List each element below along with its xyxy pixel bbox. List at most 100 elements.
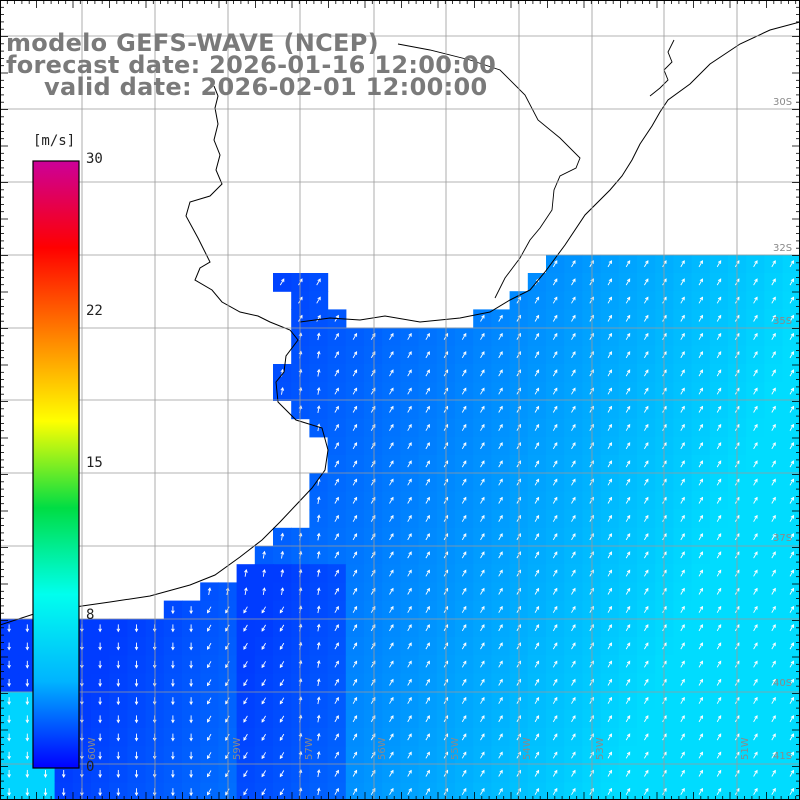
field-cell [291, 291, 310, 310]
field-cell [455, 709, 474, 729]
wind-arrow [753, 297, 758, 304]
wind-arrow-head [390, 715, 394, 719]
wind-arrow [552, 733, 558, 741]
wind-arrow [389, 788, 394, 795]
wind-arrow [407, 752, 412, 759]
wind-arrow [771, 661, 776, 668]
wind-arrow [680, 369, 685, 377]
wind-arrow-head [207, 737, 211, 741]
wind-arrow [461, 551, 467, 559]
wind-arrow-head [372, 351, 376, 355]
field-cell [400, 400, 420, 420]
wind-arrow [607, 624, 612, 632]
wind-arrow [753, 442, 758, 450]
wind-arrow [607, 351, 612, 359]
wind-arrow [625, 661, 631, 668]
wind-arrow-head [189, 755, 193, 760]
wind-arrow-head [608, 351, 612, 355]
wind-arrow-head [790, 678, 794, 683]
wind-arrow [334, 388, 339, 395]
wind-arrow [789, 679, 794, 686]
wind-arrow-head [572, 296, 576, 301]
wind-arrow [207, 661, 212, 668]
wind-arrow-head [499, 769, 503, 774]
field-cell [564, 746, 583, 765]
wind-arrow-head [134, 755, 139, 760]
field-cell [546, 527, 565, 547]
wind-arrow-head [699, 605, 703, 610]
wind-arrow [461, 588, 467, 595]
field-cell [345, 637, 365, 656]
field-cell [400, 491, 420, 511]
wind-arrow-head [463, 715, 467, 719]
wind-arrow-head [316, 587, 321, 592]
colorbar-tick: 8 [86, 607, 95, 623]
wind-arrow-head [261, 737, 265, 741]
wind-arrow-head [699, 660, 703, 665]
wind-arrow-head [189, 774, 193, 778]
wind-arrow [644, 533, 649, 541]
wind-arrow-head [481, 605, 485, 610]
wind-arrow-head [645, 569, 649, 574]
wind-arrow [225, 788, 230, 795]
wind-arrow-head [279, 718, 284, 723]
wind-arrow [534, 679, 539, 686]
wind-arrow-head [790, 769, 794, 774]
wind-arrow-head [207, 682, 211, 687]
wind-arrow [789, 297, 794, 304]
wind-arrow-head [481, 660, 485, 665]
field-cell [418, 345, 438, 365]
field-cell [491, 655, 511, 674]
wind-arrow [644, 642, 649, 650]
wind-arrow [316, 278, 321, 286]
wind-arrow-head [426, 751, 430, 756]
wind-arrow-head [754, 423, 758, 428]
wind-arrow-head [171, 792, 175, 797]
wind-arrow-head [699, 278, 703, 283]
wind-arrow [534, 515, 539, 522]
wind-arrow-head [353, 478, 358, 483]
wind-arrow [644, 497, 649, 504]
wind-arrow-head [353, 387, 358, 392]
field-cell [382, 455, 401, 474]
wind-arrow-head [572, 660, 576, 665]
wind-arrow-head [645, 769, 649, 774]
wind-arrow-head [463, 423, 467, 428]
wind-arrow [753, 570, 758, 577]
wind-arrow [789, 315, 794, 322]
wind-arrow-head [426, 605, 430, 610]
wind-arrow-head [481, 769, 485, 774]
field-cell [491, 509, 511, 529]
wind-arrow [680, 733, 685, 741]
field-cell [564, 546, 583, 565]
field-cell [473, 600, 492, 620]
lat-label: 35S [773, 316, 792, 327]
wind-arrow-head [426, 642, 430, 647]
wind-arrow-head [481, 514, 485, 519]
field-cell [418, 418, 438, 438]
wind-arrow-head [25, 701, 30, 706]
wind-arrow-head [717, 787, 722, 792]
wind-arrow [261, 661, 266, 668]
wind-arrow-head [335, 696, 339, 701]
field-cell [527, 600, 547, 620]
wind-arrow-head [408, 332, 412, 337]
wind-arrow [680, 661, 685, 668]
wind-arrow [498, 497, 503, 504]
field-cell [345, 709, 365, 729]
wind-arrow [698, 588, 703, 595]
wind-arrow-head [116, 737, 121, 742]
wind-arrow-head [699, 733, 703, 738]
wind-arrow-head [390, 332, 394, 337]
wind-arrow [317, 679, 320, 686]
wind-arrow [680, 497, 685, 504]
wind-arrow [552, 697, 558, 704]
field-cell [564, 436, 583, 456]
lat-label: 37S [773, 533, 792, 544]
wind-arrow-head [590, 351, 594, 355]
field-cell [418, 618, 438, 638]
wind-arrow-head [372, 478, 376, 483]
wind-arrow [589, 351, 594, 359]
wind-arrow-head [572, 787, 576, 792]
wind-arrow-head [626, 678, 631, 683]
